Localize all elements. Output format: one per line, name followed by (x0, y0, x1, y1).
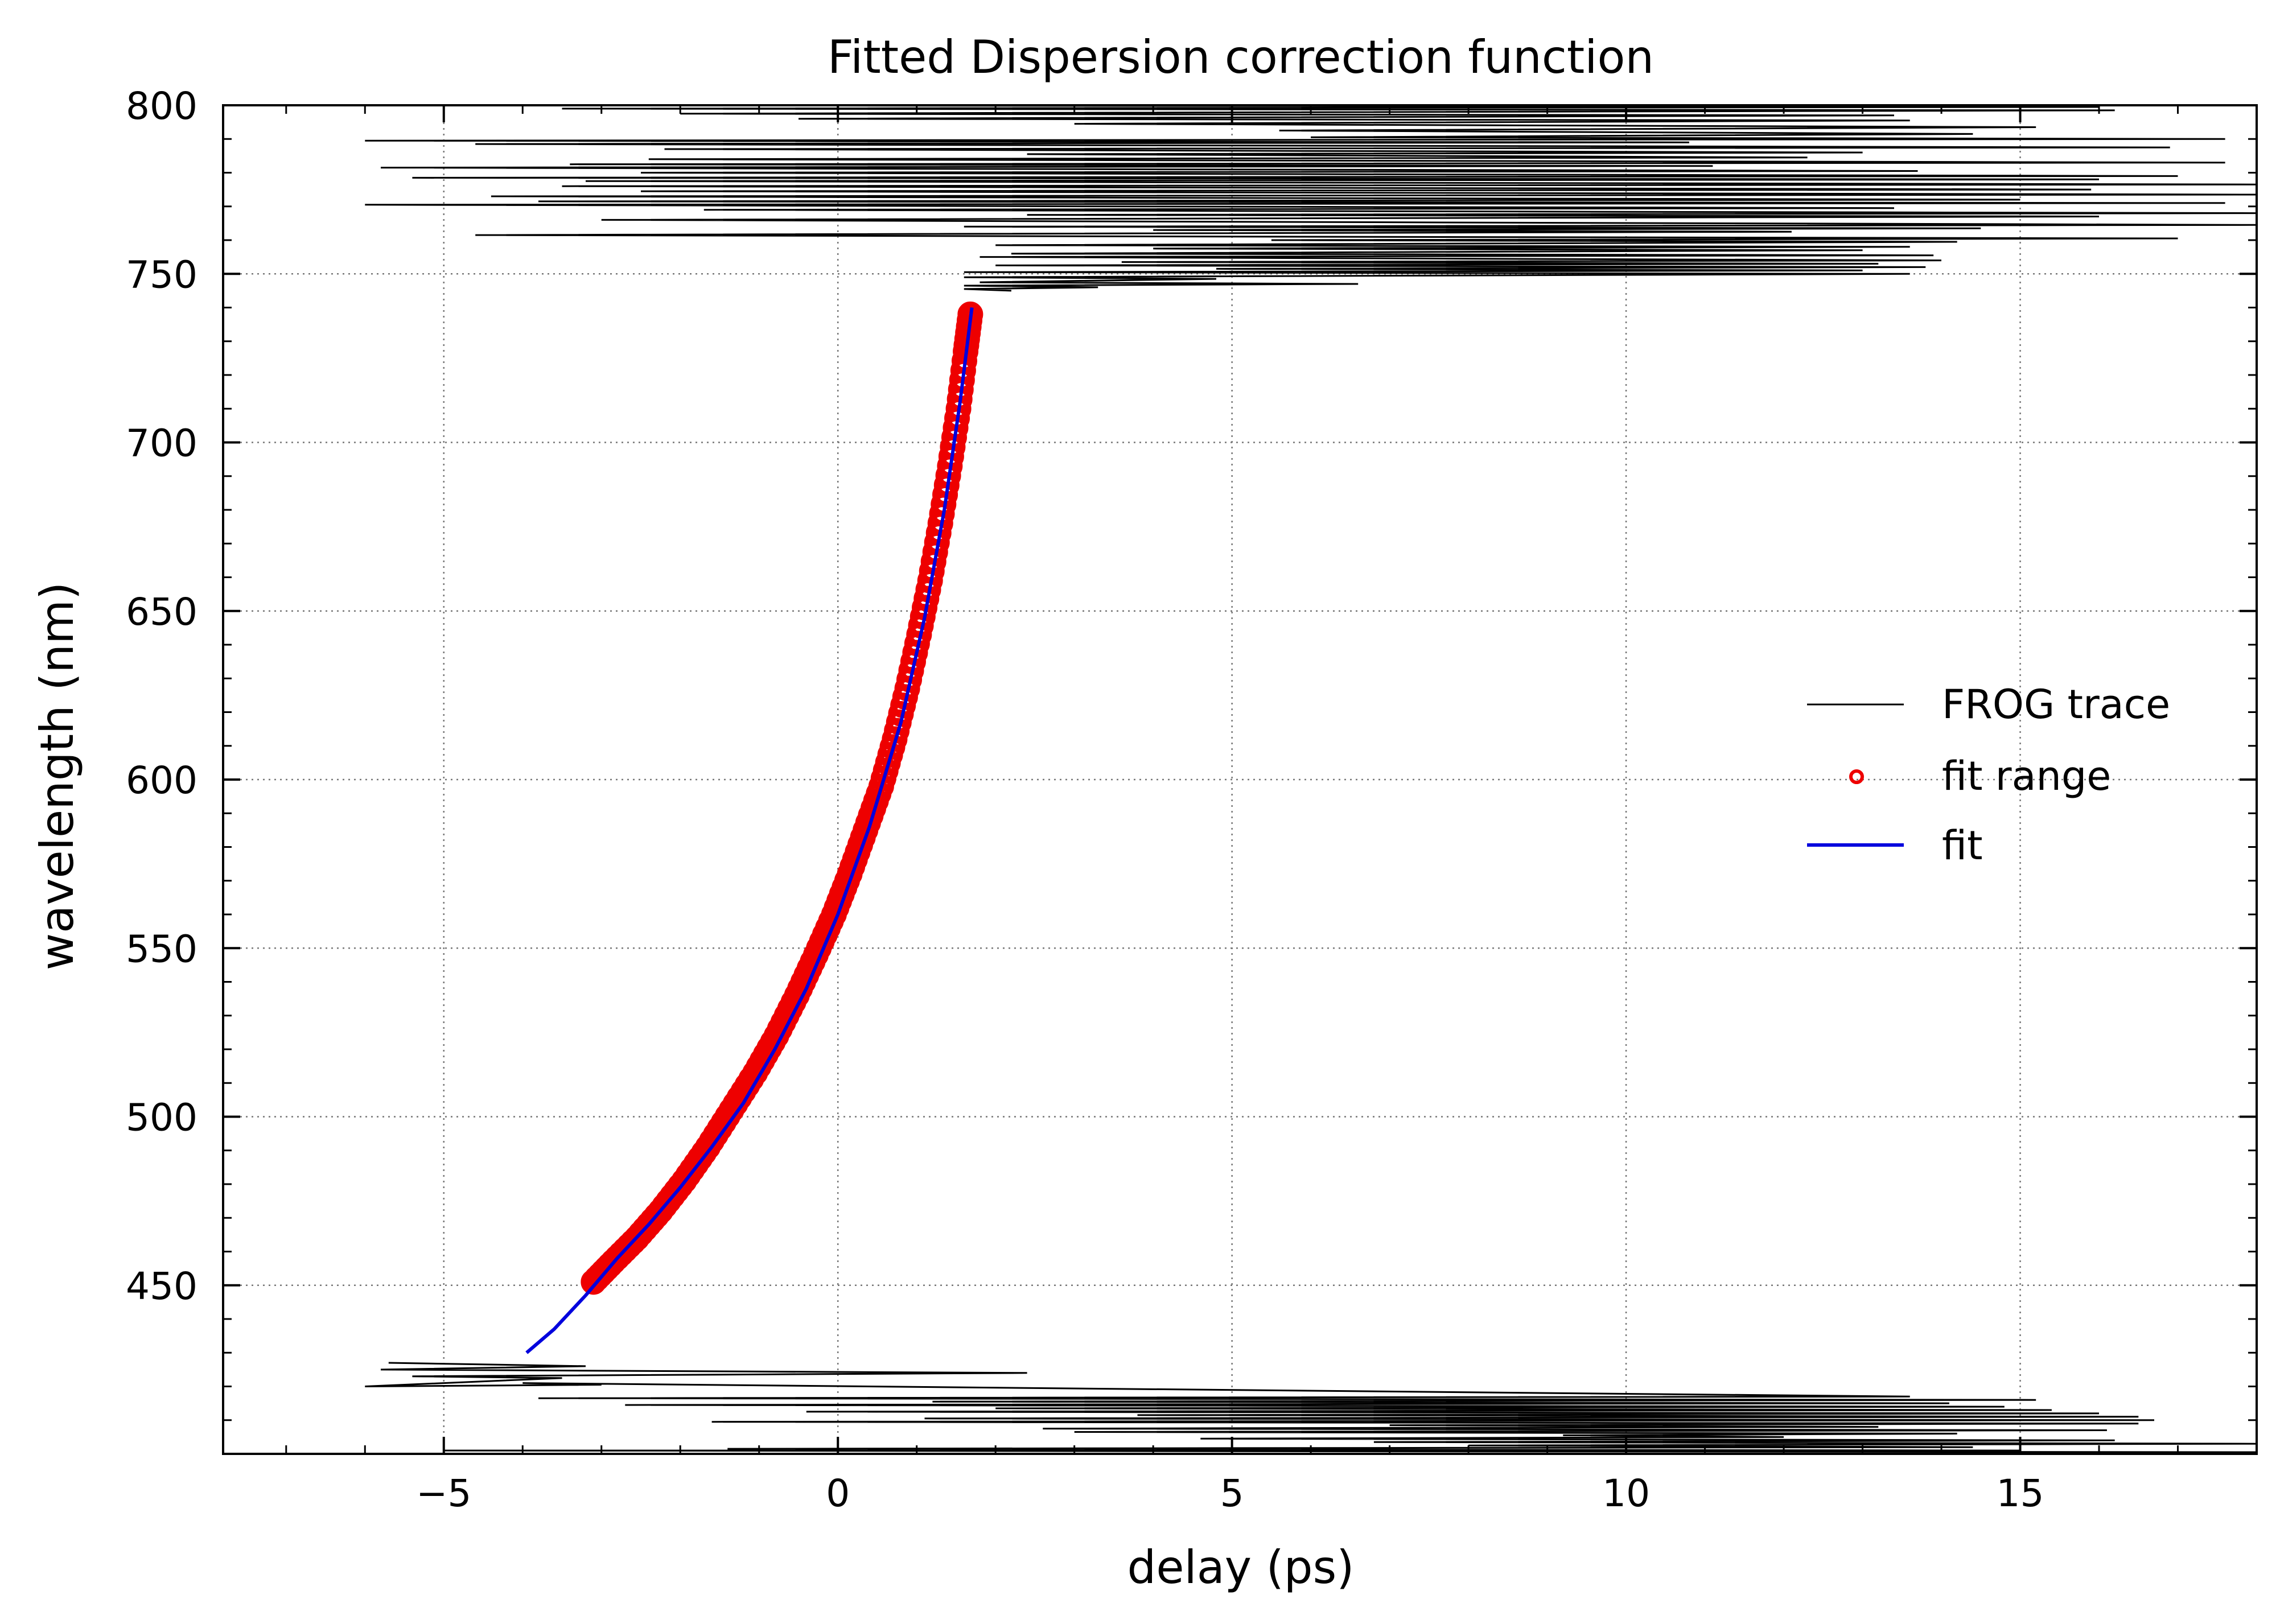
legend: FROG trace fit range fit (1807, 681, 2170, 869)
y-tick-label: 700 (126, 422, 197, 465)
y-tick-label: 800 (126, 84, 197, 128)
x-axis-label: delay (ps) (1127, 1541, 1355, 1594)
frog-trace-upper-line (365, 105, 2257, 292)
legend-fit-label: fit (1942, 822, 1983, 869)
axis-ticks: −5 0 5 10 15 450 500 550 600 650 700 750 800 (126, 84, 2258, 1515)
y-tick-label: 600 (126, 759, 197, 802)
y-tick-label: 750 (126, 253, 197, 296)
x-tick-label: 10 (1602, 1472, 1650, 1515)
x-tick-label: 0 (826, 1472, 850, 1515)
x-tick-label: 5 (1220, 1472, 1244, 1515)
x-tick-label: −5 (416, 1472, 471, 1515)
frog-trace-lower-line (365, 1362, 2257, 1453)
y-tick-label: 550 (126, 927, 197, 971)
x-tick-label: 15 (1997, 1472, 2044, 1515)
legend-fit-range-swatch (1849, 769, 1864, 784)
clipped-series (365, 105, 2257, 1453)
y-tick-label: 500 (126, 1096, 197, 1140)
y-axis-label: wavelength (nm) (31, 582, 84, 971)
chart-title: Fitted Dispersion correction function (828, 31, 1654, 84)
plot-series (365, 105, 2257, 1453)
y-tick-label: 450 (126, 1264, 197, 1308)
legend-fit-range-label: fit range (1942, 753, 2111, 799)
legend-frog-trace-label: FROG trace (1942, 681, 2170, 728)
y-tick-label: 650 (126, 590, 197, 634)
fit-line (525, 307, 974, 1354)
